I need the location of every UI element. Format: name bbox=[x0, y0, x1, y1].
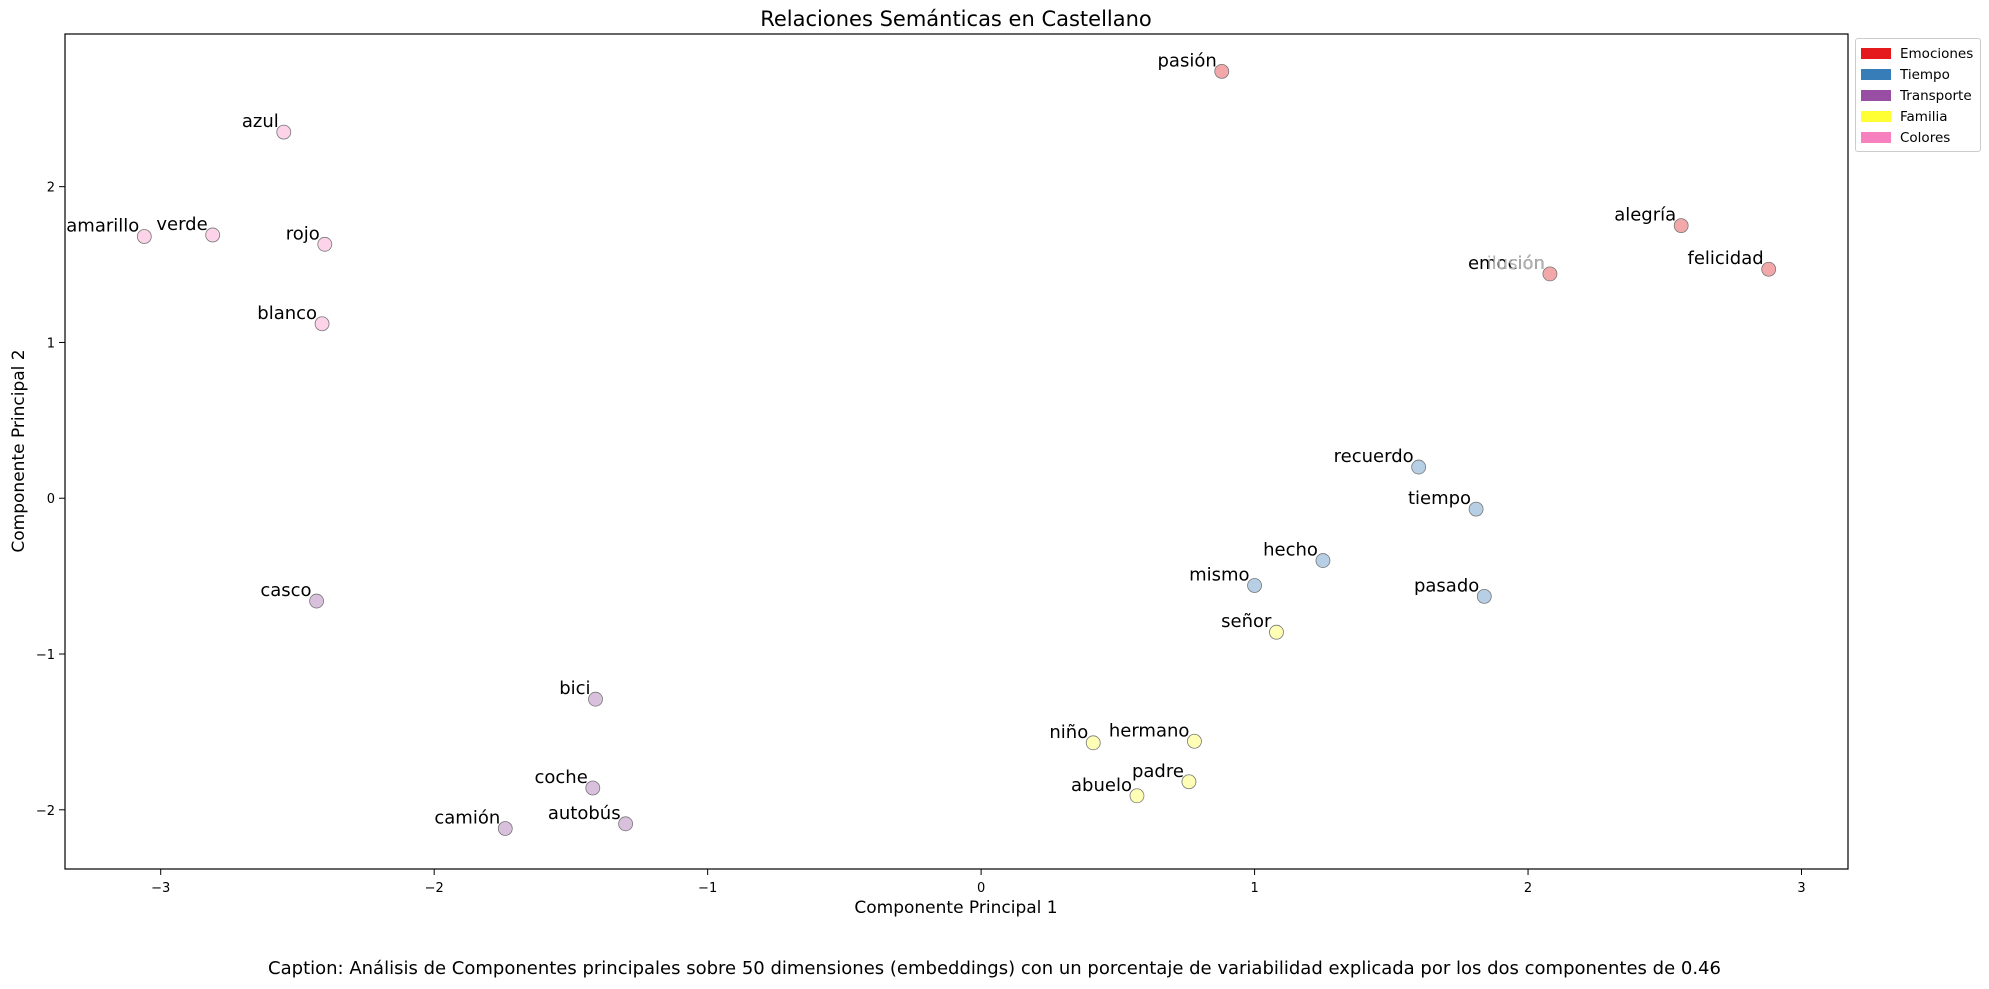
plot-frame bbox=[64, 33, 1849, 870]
legend-swatch bbox=[1861, 69, 1891, 80]
data-point bbox=[314, 316, 330, 332]
data-point bbox=[276, 124, 292, 140]
point-label: coche bbox=[534, 767, 587, 788]
point-label: mismo bbox=[1189, 564, 1249, 585]
chart-title: Relaciones Semánticas en Castellano bbox=[760, 7, 1152, 31]
plot-area bbox=[65, 34, 1848, 869]
point-label: bici bbox=[559, 678, 590, 699]
point-label: rojo bbox=[286, 223, 320, 244]
x-tick-label: 1 bbox=[1250, 881, 1258, 896]
legend-label: Emociones bbox=[1900, 45, 1974, 62]
point-label: casco bbox=[260, 580, 311, 601]
data-point bbox=[1476, 588, 1492, 604]
legend-item: Emociones bbox=[1856, 43, 1980, 64]
y-tick-label: −1 bbox=[36, 648, 55, 663]
point-label: señor bbox=[1221, 611, 1272, 632]
legend-label: Tiempo bbox=[1900, 66, 1950, 83]
legend-swatch bbox=[1861, 132, 1891, 143]
data-point bbox=[1214, 63, 1230, 79]
data-point bbox=[1542, 266, 1558, 282]
data-point bbox=[1129, 788, 1145, 804]
point-label: niño bbox=[1049, 722, 1088, 743]
data-point bbox=[136, 229, 152, 244]
data-point bbox=[1315, 553, 1331, 568]
point-label: azul bbox=[242, 111, 279, 132]
point-label: padre bbox=[1132, 761, 1184, 782]
legend: Emociones Tiempo Transporte Familia Colores bbox=[1855, 38, 1981, 152]
legend-item: Tiempo bbox=[1856, 64, 1980, 85]
point-label: felicidad bbox=[1687, 248, 1763, 269]
legend-item: Familia bbox=[1856, 106, 1980, 127]
data-point bbox=[1673, 218, 1689, 234]
data-point bbox=[309, 593, 324, 609]
x-axis-ticks: −3 −2 −1 0 1 2 3 bbox=[151, 869, 1806, 896]
legend-item: Transporte bbox=[1856, 85, 1980, 106]
y-axis-label: Componente Principal 2 bbox=[9, 349, 29, 552]
point-label: camión bbox=[434, 807, 500, 828]
point-label: abuelo bbox=[1071, 775, 1132, 796]
data-point bbox=[1085, 735, 1101, 751]
y-tick-label: 2 bbox=[47, 181, 55, 196]
data-point bbox=[1411, 459, 1427, 475]
data-point bbox=[1761, 261, 1777, 277]
y-tick-label: −2 bbox=[36, 804, 55, 819]
x-tick-label: −1 bbox=[698, 881, 717, 896]
legend-swatch bbox=[1861, 48, 1891, 59]
point-label: blanco bbox=[257, 303, 317, 324]
x-tick-label: −3 bbox=[151, 881, 170, 896]
x-tick-label: −2 bbox=[425, 881, 444, 896]
point-label: ilusión bbox=[1487, 253, 1545, 274]
x-tick-label: 0 bbox=[977, 881, 985, 896]
points-layer bbox=[136, 63, 1777, 836]
point-label: hecho bbox=[1263, 540, 1318, 561]
data-point bbox=[1181, 774, 1197, 790]
legend-swatch bbox=[1861, 90, 1891, 101]
data-point bbox=[585, 780, 601, 796]
legend-label: Colores bbox=[1900, 129, 1951, 146]
point-label: tiempo bbox=[1408, 488, 1471, 509]
point-label: pasión bbox=[1157, 50, 1216, 71]
point-label: verde bbox=[156, 214, 207, 235]
legend-swatch bbox=[1861, 111, 1891, 122]
point-label: hermano bbox=[1109, 720, 1190, 741]
data-point bbox=[588, 691, 603, 707]
legend-item: Colores bbox=[1856, 127, 1980, 148]
legend-label: Familia bbox=[1900, 108, 1948, 125]
y-axis-ticks: −2 −1 0 1 2 bbox=[36, 181, 65, 819]
data-point bbox=[1468, 501, 1484, 517]
x-axis-label: Componente Principal 1 bbox=[854, 898, 1057, 918]
data-point bbox=[1269, 624, 1284, 640]
data-point bbox=[317, 236, 333, 252]
point-label: autobús bbox=[548, 803, 621, 824]
point-label: emoción bbox=[1468, 253, 1545, 274]
data-point bbox=[1187, 733, 1202, 749]
data-point bbox=[1247, 578, 1262, 593]
caption: Caption: Análisis de Componentes princip… bbox=[268, 958, 1721, 979]
y-tick-label: 0 bbox=[47, 492, 55, 507]
data-point bbox=[205, 227, 221, 243]
point-label: amarillo bbox=[66, 216, 139, 237]
point-label: alegría bbox=[1614, 205, 1676, 226]
data-point bbox=[618, 816, 634, 832]
y-tick-label: 1 bbox=[47, 336, 55, 351]
point-label: recuerdo bbox=[1334, 446, 1414, 467]
x-tick-label: 3 bbox=[1797, 881, 1805, 896]
x-tick-label: 2 bbox=[1524, 881, 1532, 896]
point-label: pasado bbox=[1414, 575, 1479, 596]
legend-label: Transporte bbox=[1900, 87, 1972, 104]
data-point bbox=[497, 821, 513, 836]
